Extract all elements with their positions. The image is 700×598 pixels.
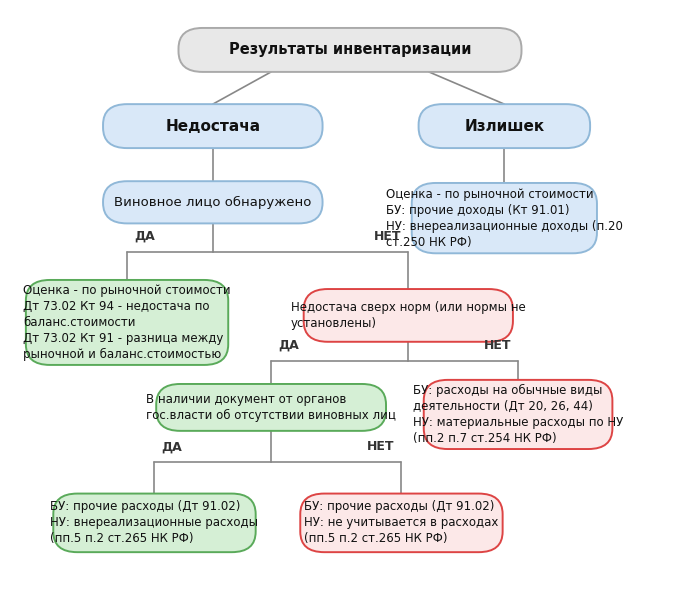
Text: Результаты инвентаризации: Результаты инвентаризации [229, 42, 471, 57]
Text: ДА: ДА [161, 440, 182, 453]
FancyBboxPatch shape [412, 183, 597, 254]
FancyBboxPatch shape [424, 380, 612, 449]
FancyBboxPatch shape [178, 28, 522, 72]
Text: Оценка - по рыночной стоимости
Дт 73.02 Кт 94 - недостача по
баланс.стоимости
Дт: Оценка - по рыночной стоимости Дт 73.02 … [23, 284, 231, 361]
FancyBboxPatch shape [103, 104, 323, 148]
Text: Оценка - по рыночной стоимости
БУ: прочие доходы (Кт 91.01)
НУ: внереализационны: Оценка - по рыночной стоимости БУ: прочи… [386, 188, 623, 249]
Text: ДА: ДА [134, 230, 155, 243]
Text: БУ: расходы на обычные виды
деятельности (Дт 20, 26, 44)
НУ: материальные расход: БУ: расходы на обычные виды деятельности… [413, 384, 623, 445]
Text: БУ: прочие расходы (Дт 91.02)
НУ: не учитывается в расходах
(пп.5 п.2 ст.265 НК : БУ: прочие расходы (Дт 91.02) НУ: не учи… [304, 501, 498, 545]
FancyBboxPatch shape [300, 493, 503, 552]
Text: БУ: прочие расходы (Дт 91.02)
НУ: внереализационные расходы
(пп.5 п.2 ст.265 НК : БУ: прочие расходы (Дт 91.02) НУ: внереа… [50, 501, 258, 545]
FancyBboxPatch shape [156, 384, 386, 431]
Text: В наличии документ от органов
гос.власти об отсутствии виновных лиц: В наличии документ от органов гос.власти… [146, 393, 396, 422]
Text: Недостача сверх норм (или нормы не
установлены): Недостача сверх норм (или нормы не устан… [291, 301, 526, 330]
FancyBboxPatch shape [304, 289, 513, 342]
Text: ДА: ДА [278, 339, 299, 352]
FancyBboxPatch shape [103, 181, 323, 224]
FancyBboxPatch shape [419, 104, 590, 148]
Text: Недостача: Недостача [165, 118, 260, 133]
FancyBboxPatch shape [26, 280, 228, 365]
Text: Излишек: Излишек [464, 118, 545, 133]
FancyBboxPatch shape [53, 493, 255, 552]
Text: НЕТ: НЕТ [367, 440, 395, 453]
Text: Виновное лицо обнаружено: Виновное лицо обнаружено [114, 196, 312, 209]
Text: НЕТ: НЕТ [484, 339, 511, 352]
Text: НЕТ: НЕТ [374, 230, 402, 243]
